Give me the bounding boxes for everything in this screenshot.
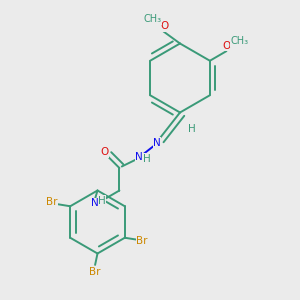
Text: H: H (143, 154, 151, 164)
Text: Br: Br (136, 236, 148, 246)
Text: O: O (222, 41, 230, 51)
Text: O: O (160, 21, 169, 31)
Text: H: H (98, 196, 105, 206)
Text: O: O (100, 147, 109, 158)
Text: N: N (135, 152, 143, 163)
Text: CH₃: CH₃ (230, 36, 248, 46)
Text: CH₃: CH₃ (143, 14, 161, 25)
Text: H: H (188, 124, 196, 134)
Text: Br: Br (89, 267, 100, 277)
Text: Br: Br (46, 197, 57, 207)
Text: N: N (153, 137, 161, 148)
Text: N: N (91, 198, 98, 208)
